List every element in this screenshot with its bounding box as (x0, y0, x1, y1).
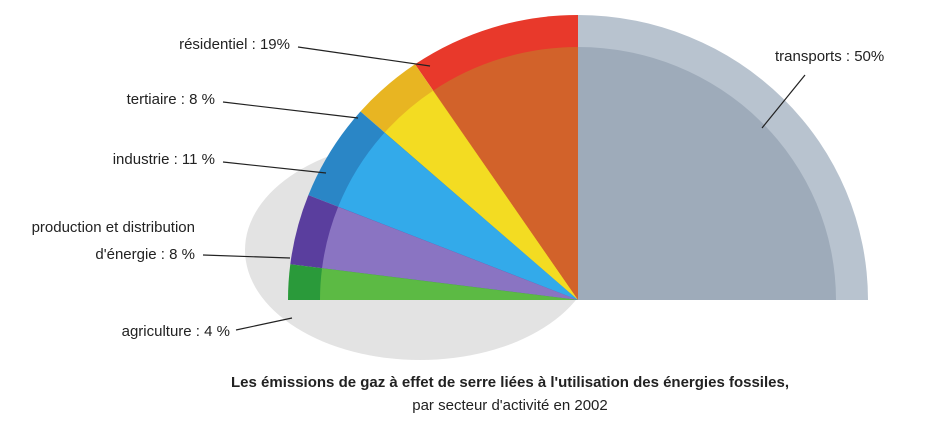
pie-slice (288, 264, 578, 300)
slice-face (432, 47, 578, 300)
data-label: transports : 50% (775, 48, 884, 65)
leader-line (222, 101, 359, 119)
pie-slice (290, 195, 578, 300)
pie (288, 15, 868, 300)
pie-slice (578, 15, 868, 300)
data-label: production et distribution d'énergie : 8 … (32, 219, 195, 263)
leader-line (235, 317, 293, 331)
leader-line (202, 254, 291, 259)
chart-title: Les émissions de gaz à effet de serre li… (231, 374, 789, 391)
slice-face (338, 132, 578, 300)
leader-line (297, 46, 431, 67)
data-label: résidentiel : 19% (179, 36, 290, 53)
slice-face (320, 268, 578, 300)
leader-line (222, 161, 327, 174)
pie-slice (308, 111, 578, 300)
pie-slice (360, 64, 578, 300)
pie-slice (414, 15, 578, 300)
leader-line (761, 74, 806, 129)
slice-face (384, 90, 578, 300)
slice-face (578, 47, 836, 300)
data-label: tertiaire : 8 % (127, 91, 215, 108)
chart-subtitle: par secteur d'activité en 2002 (412, 397, 607, 414)
data-label: industrie : 11 % (113, 151, 215, 168)
slice-face (322, 206, 578, 300)
data-label: agriculture : 4 % (122, 323, 230, 340)
